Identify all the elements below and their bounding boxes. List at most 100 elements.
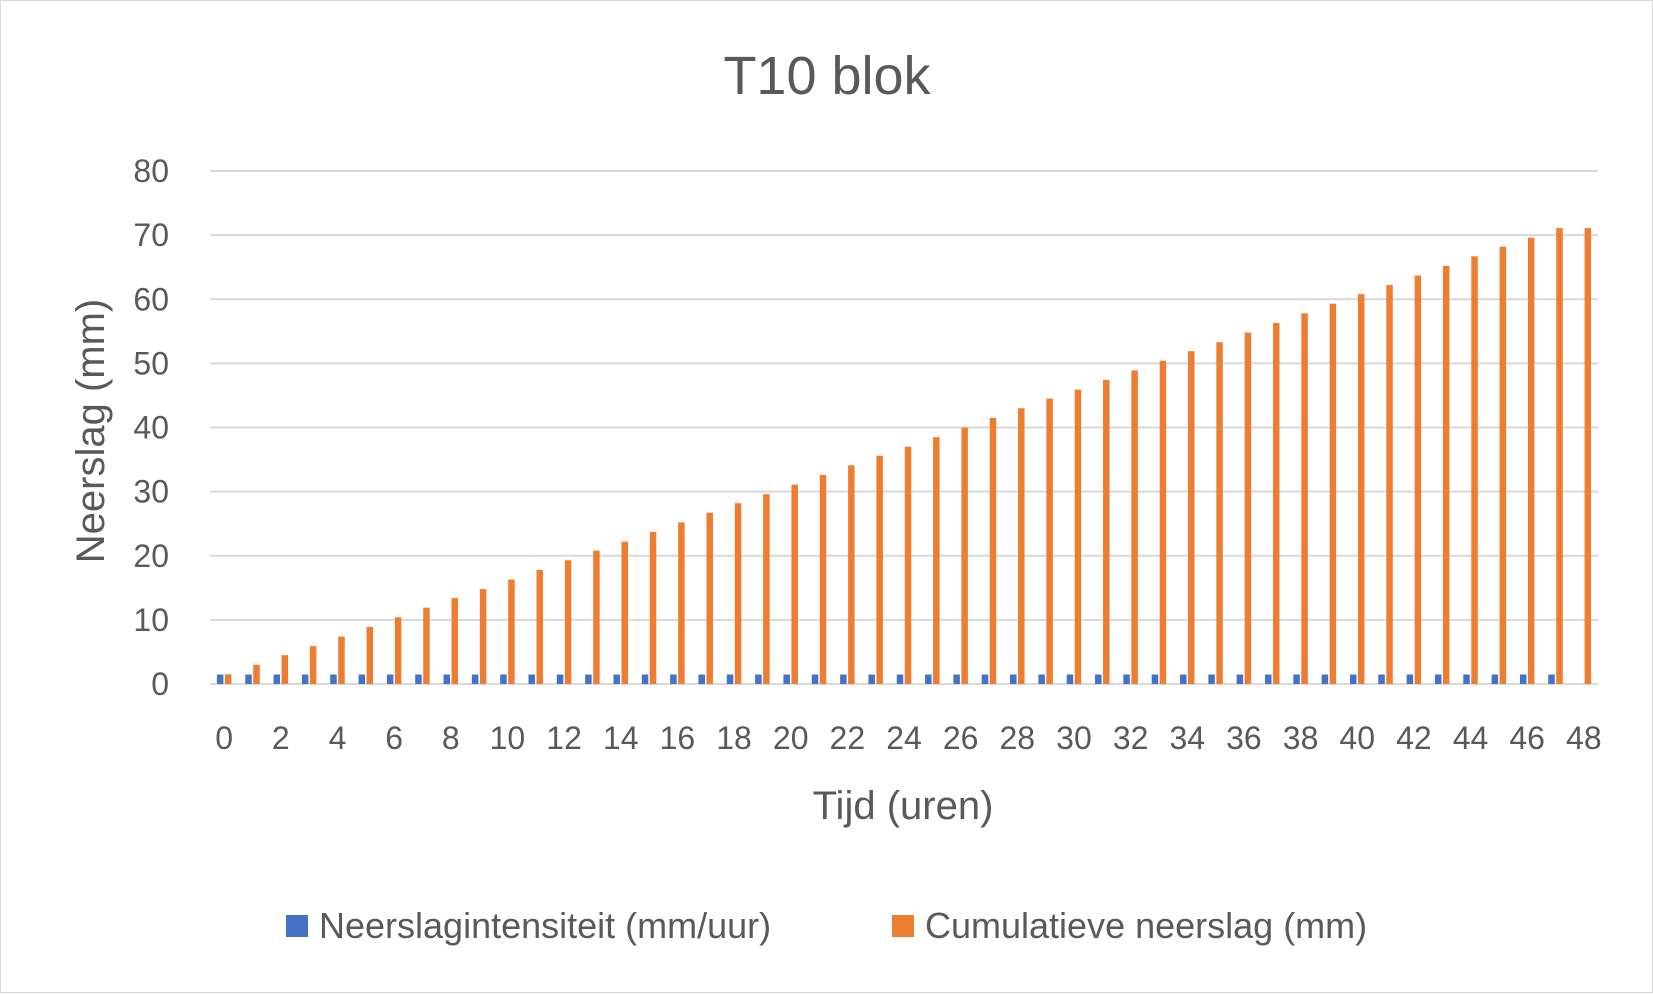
bar-intensity [670, 674, 677, 684]
legend-swatch [286, 915, 308, 937]
y-tick-label: 80 [133, 153, 169, 189]
bar-cumulative [593, 550, 600, 684]
bar-intensity [415, 674, 422, 684]
bar-intensity [896, 674, 904, 684]
bar-cumulative [1386, 285, 1393, 684]
legend-label: Cumulatieve neerslag (mm) [925, 905, 1367, 946]
bar-cumulative [734, 503, 742, 684]
x-tick-label: 42 [1396, 720, 1432, 756]
bar-intensity [1038, 674, 1045, 684]
bar-intensity [301, 674, 309, 684]
bar-cumulative [706, 512, 713, 684]
x-tick-label: 22 [830, 720, 866, 756]
bar-intensity [1208, 674, 1215, 684]
x-tick-label: 46 [1509, 720, 1545, 756]
bar-intensity [755, 674, 762, 684]
bars [216, 228, 1592, 685]
bar-cumulative [933, 437, 940, 684]
x-axis-title: Tijd (uren) [813, 784, 994, 828]
gridlines [210, 170, 1598, 685]
bar-cumulative [1046, 398, 1053, 684]
bar-cumulative [1414, 275, 1422, 684]
x-tick-label: 18 [716, 720, 752, 756]
bar-intensity [783, 674, 790, 684]
bar-cumulative [508, 579, 515, 684]
y-axis-title: Neerslag (mm) [69, 299, 113, 563]
y-axis-ticks: 0 10 20 30 40 50 60 70 80 [133, 153, 169, 702]
bar-cumulative [281, 655, 289, 684]
bar-intensity [1519, 674, 1527, 684]
bar-cumulative [1074, 389, 1082, 684]
bar-cumulative [423, 607, 430, 684]
bar-intensity [1434, 674, 1442, 684]
bar-intensity [1321, 674, 1329, 684]
x-tick-label: 48 [1566, 720, 1602, 756]
bar-intensity [981, 674, 989, 684]
bar-cumulative [394, 617, 402, 684]
x-tick-label: 26 [943, 720, 979, 756]
bar-intensity [1180, 674, 1187, 684]
bar-cumulative [536, 569, 544, 684]
bar-cumulative [848, 465, 855, 684]
x-tick-label: 32 [1113, 720, 1149, 756]
bar-cumulative [1442, 265, 1450, 684]
bar-cumulative [1471, 256, 1478, 684]
x-tick-label: 2 [272, 720, 290, 756]
bar-intensity [1293, 674, 1300, 684]
bar-intensity [641, 674, 649, 684]
bar-intensity [245, 674, 252, 684]
legend: Neerslagintensiteit (mm/uur) Cumulatieve … [286, 905, 1367, 946]
x-tick-label: 6 [385, 720, 403, 756]
bar-intensity [358, 674, 366, 684]
bar-cumulative [366, 626, 374, 684]
bar-cumulative [621, 541, 628, 684]
bar-intensity [811, 674, 819, 684]
bar-cumulative [989, 417, 997, 684]
bar-intensity [216, 674, 224, 684]
bar-intensity [500, 674, 507, 684]
bar-intensity [840, 674, 847, 684]
bar-cumulative [1527, 237, 1535, 684]
bar-intensity [1349, 674, 1357, 684]
x-tick-label: 30 [1056, 720, 1092, 756]
bar-cumulative [1188, 351, 1195, 684]
bar-intensity [556, 674, 564, 684]
bar-intensity [1236, 674, 1244, 684]
x-tick-label: 44 [1453, 720, 1489, 756]
bar-intensity [1463, 674, 1470, 684]
bar-intensity [1378, 674, 1385, 684]
bar-intensity [443, 674, 451, 684]
bar-intensity [726, 674, 734, 684]
bar-intensity [528, 674, 536, 684]
legend-swatch [892, 915, 914, 937]
bar-cumulative [1272, 322, 1280, 684]
x-tick-label: 4 [329, 720, 347, 756]
x-tick-label: 20 [773, 720, 809, 756]
bar-cumulative [678, 522, 685, 684]
bar-cumulative [1556, 228, 1563, 684]
bar-intensity [925, 674, 932, 684]
bar-cumulative [1103, 380, 1110, 684]
bar-cumulative [224, 674, 232, 684]
bar-cumulative [1159, 360, 1167, 684]
bar-intensity [330, 674, 337, 684]
x-tick-label: 12 [546, 720, 582, 756]
chart-title: T10 blok [723, 46, 931, 106]
bar-cumulative [451, 598, 459, 684]
bar-cumulative [338, 636, 345, 684]
bar-cumulative [904, 446, 912, 684]
bar-cumulative [1216, 342, 1223, 684]
bar-intensity [1095, 674, 1102, 684]
bar-cumulative [1357, 294, 1365, 684]
y-tick-label: 70 [133, 217, 169, 253]
bar-cumulative [1301, 313, 1308, 684]
bar-intensity [1010, 674, 1017, 684]
bar-cumulative [791, 484, 798, 684]
bar-intensity [1406, 674, 1414, 684]
bar-intensity [698, 674, 705, 684]
legend-label: Neerslagintensiteit (mm/uur) [319, 905, 771, 946]
y-tick-label: 40 [133, 410, 169, 446]
bar-cumulative [819, 474, 827, 684]
bar-intensity [1123, 674, 1130, 684]
